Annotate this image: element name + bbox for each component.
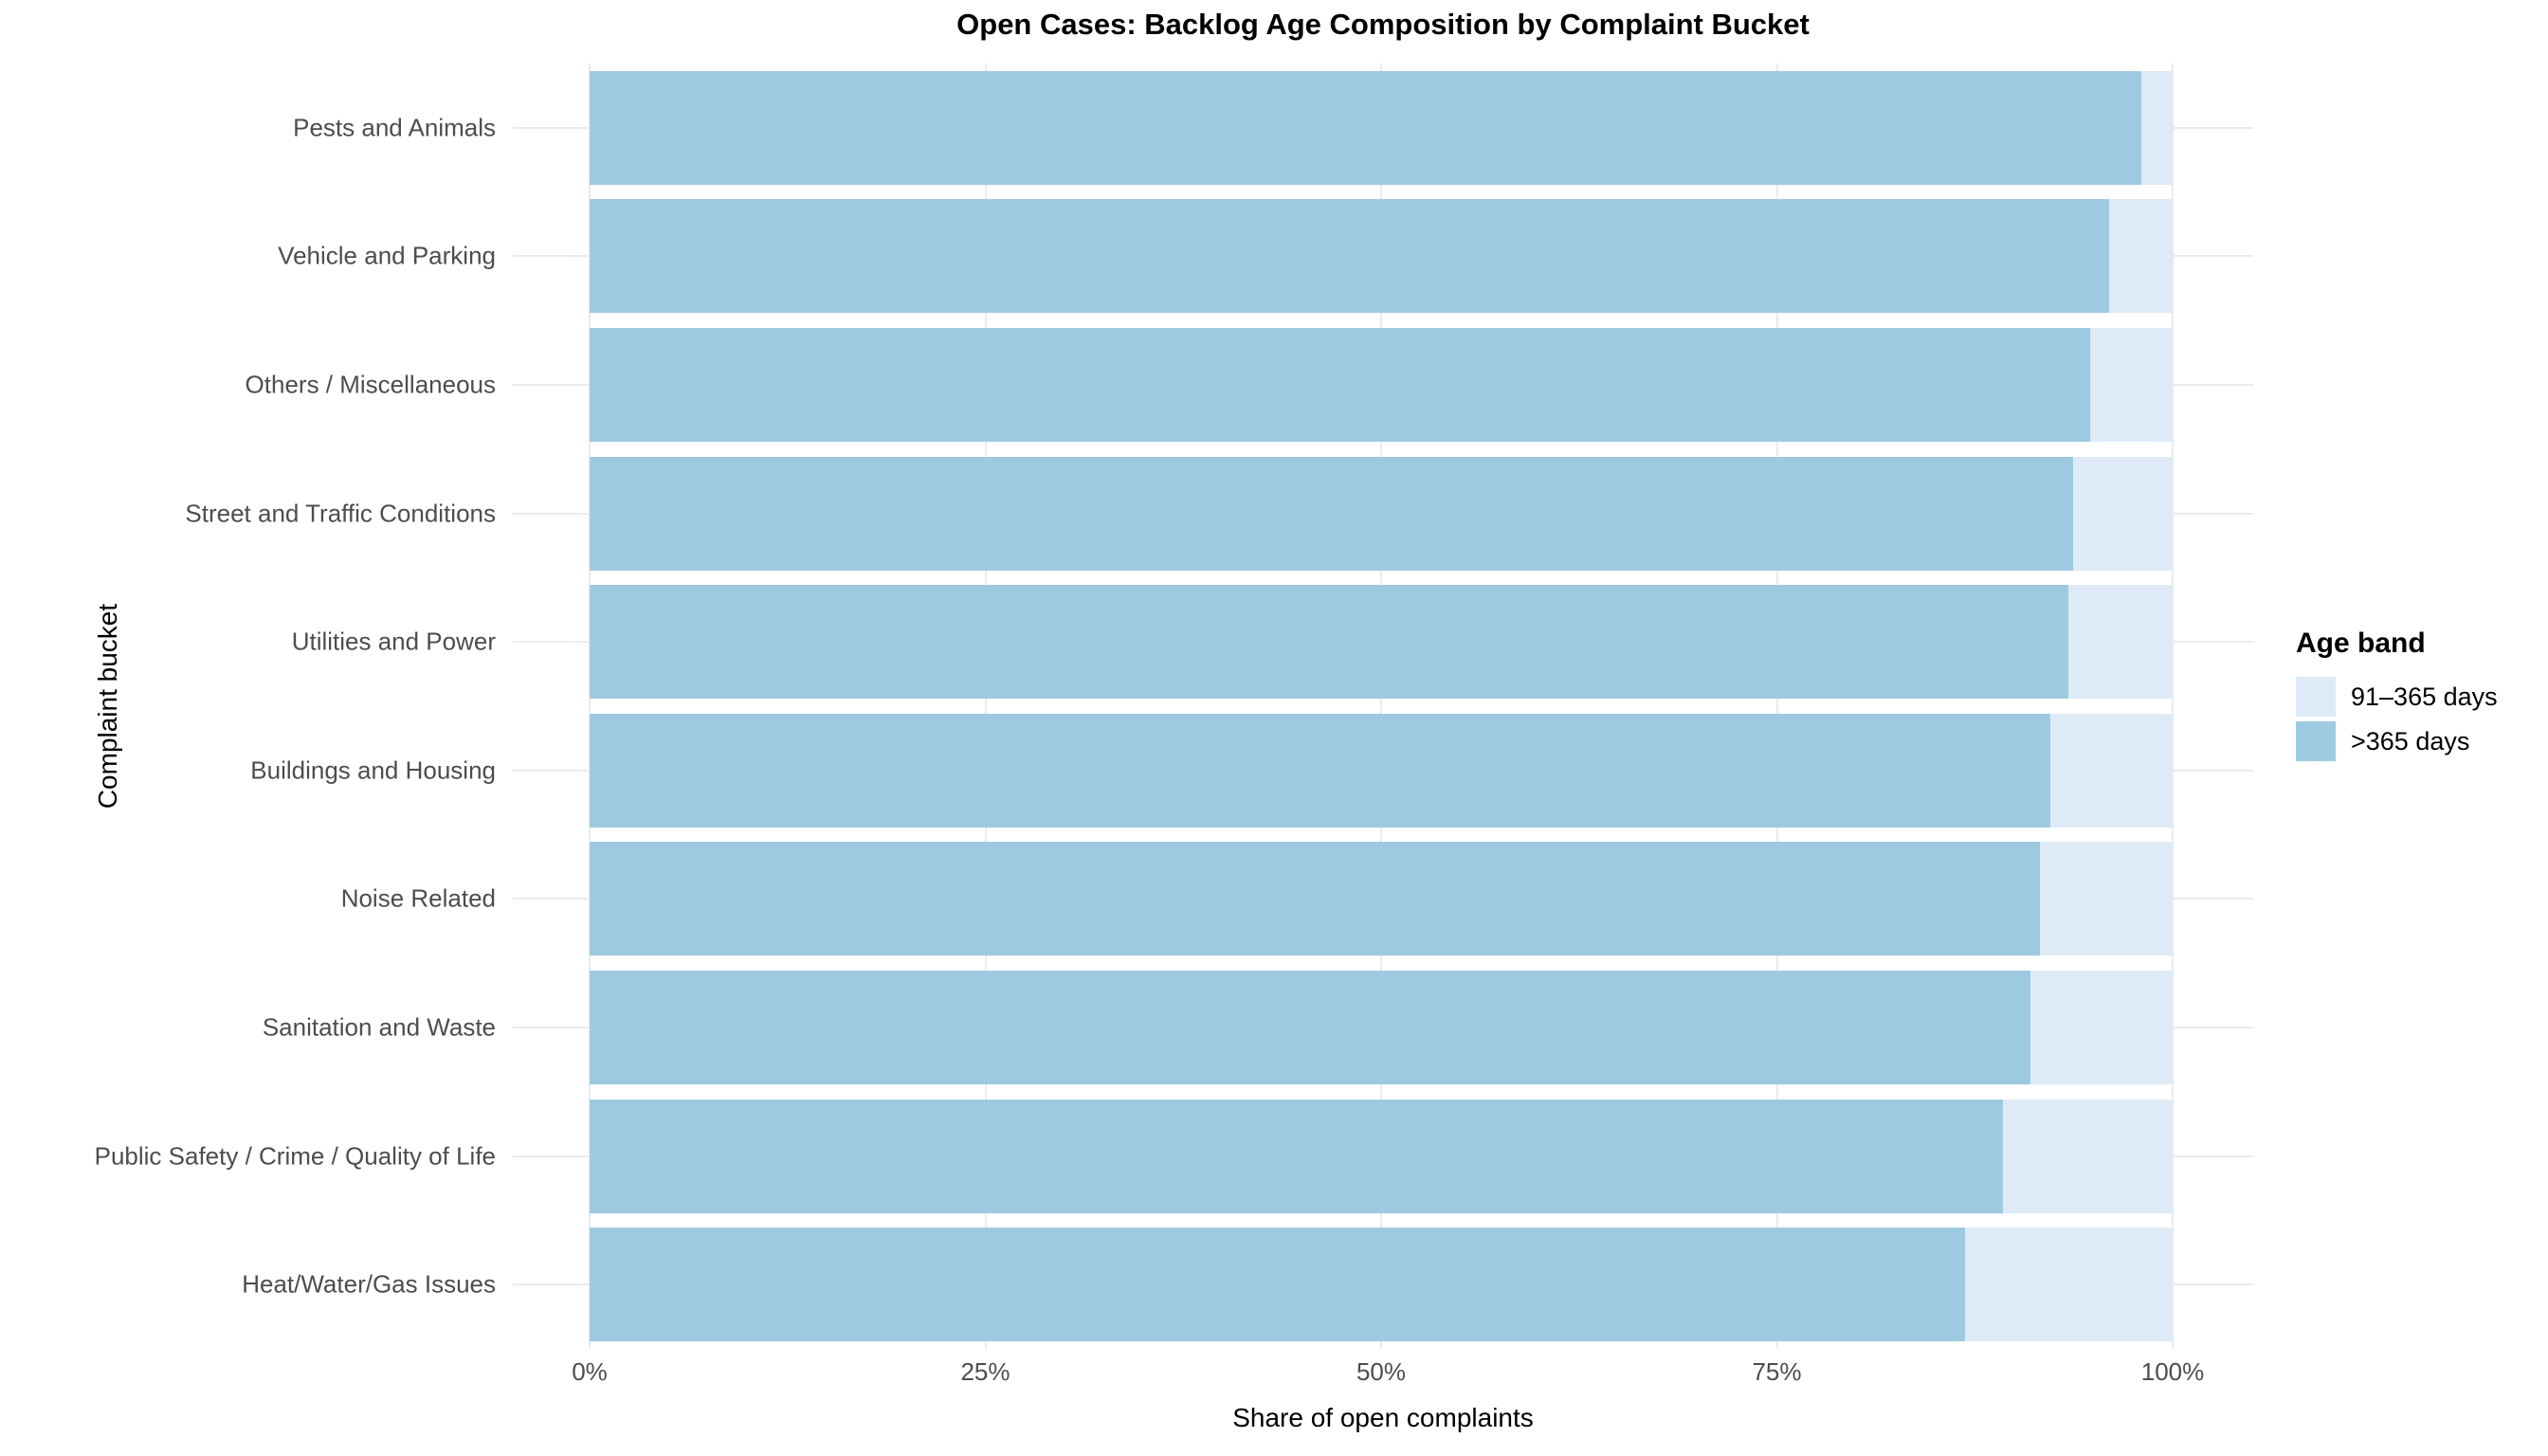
- bar-row: [590, 1099, 2173, 1213]
- y-axis-label: Noise Related: [340, 883, 496, 913]
- y-axis-label: Buildings and Housing: [250, 755, 496, 785]
- bar-segment-gt365: [590, 842, 2040, 956]
- x-axis-tick-labels: 0% 25% 50% 75% 100%: [572, 1357, 2204, 1392]
- bar-row: [590, 70, 2173, 185]
- bar-segment-91-365: [2039, 842, 2173, 956]
- bar-segment-91-365: [2029, 971, 2173, 1084]
- bar-segment-91-365: [2090, 328, 2173, 442]
- legend-swatch-icon: [2296, 721, 2336, 761]
- legend-label: >365 days: [2351, 726, 2470, 755]
- bar-row: [590, 971, 2173, 1084]
- y-axis-label: Heat/Water/Gas Issues: [242, 1269, 496, 1299]
- legend-title: Age band: [2296, 628, 2426, 659]
- gridline-x-50: [1380, 64, 1382, 1349]
- x-axis-tick-label: 50%: [1356, 1357, 1407, 1386]
- bar-row: [590, 842, 2173, 956]
- y-axis-label: Street and Traffic Conditions: [185, 499, 496, 528]
- y-axis-label: Pests and Animals: [293, 113, 496, 142]
- bar-row: [590, 1228, 2173, 1342]
- x-axis-tick-label: 100%: [2140, 1357, 2205, 1386]
- bar-segment-91-365: [2072, 456, 2173, 571]
- y-axis-label: Sanitation and Waste: [262, 1012, 496, 1042]
- bar-segment-gt365: [590, 328, 2091, 442]
- y-axis-label: Others / Miscellaneous: [245, 370, 496, 399]
- bar-segment-gt365: [590, 1228, 1966, 1342]
- bar-segment-gt365: [590, 971, 2030, 1084]
- bar-row: [590, 456, 2173, 571]
- bar-row: [590, 199, 2173, 314]
- x-axis-tick-label: 0%: [572, 1357, 608, 1386]
- legend-label: 91–365 days: [2351, 682, 2498, 711]
- bar-row: [590, 328, 2173, 442]
- legend: Age band 91–365 days >365 days: [2296, 628, 2542, 766]
- bar-segment-gt365: [590, 1099, 2004, 1213]
- y-axis-label: Utilities and Power: [291, 627, 496, 656]
- chart-title: Open Cases: Backlog Age Composition by C…: [956, 8, 1810, 41]
- gridline-x-0: [589, 64, 591, 1349]
- bar-segment-91-365: [2140, 70, 2173, 185]
- bar-segment-91-365: [2050, 713, 2173, 828]
- plot-panel: [513, 64, 2253, 1349]
- bar-segment-gt365: [590, 713, 2051, 828]
- x-axis-title: Share of open complaints: [1232, 1403, 1534, 1432]
- bar-segment-gt365: [590, 456, 2073, 571]
- gridline-x-25: [984, 64, 987, 1349]
- bar-segment-91-365: [2003, 1099, 2173, 1213]
- bar-segment-91-365: [2067, 585, 2173, 700]
- legend-item: 91–365 days: [2296, 677, 2542, 717]
- y-axis-label: Vehicle and Parking: [278, 241, 496, 270]
- bar-segment-gt365: [590, 199, 2110, 314]
- y-axis-label: Public Safety / Crime / Quality of Life: [94, 1141, 496, 1171]
- x-axis-tick-label: 25%: [960, 1357, 1010, 1386]
- bar-segment-gt365: [590, 585, 2068, 700]
- bar-row: [590, 585, 2173, 700]
- gridline-x-75: [1775, 64, 1778, 1349]
- bar-segment-gt365: [590, 70, 2141, 185]
- bar-segment-91-365: [1965, 1228, 2173, 1342]
- legend-item: >365 days: [2296, 721, 2542, 761]
- gridline-x-100: [2172, 64, 2174, 1349]
- x-axis-tick-label: 75%: [1752, 1357, 1802, 1386]
- bar-segment-91-365: [2109, 199, 2173, 314]
- legend-swatch-icon: [2296, 677, 2336, 717]
- y-axis-labels: Pests and Animals Vehicle and Parking Othe…: [0, 64, 496, 1349]
- bar-row: [590, 713, 2173, 828]
